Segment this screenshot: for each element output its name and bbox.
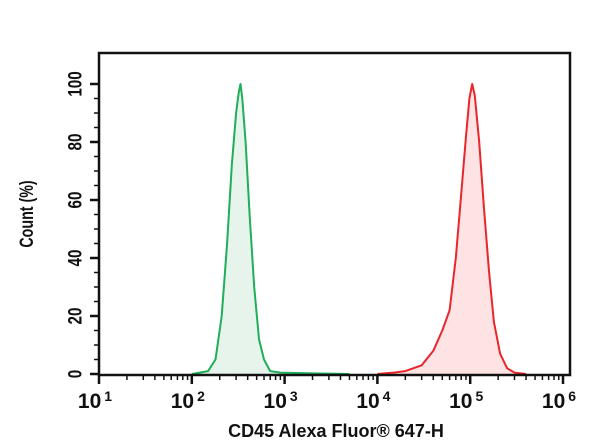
plot-frame [97, 51, 572, 377]
y-tick-label: 80 [64, 134, 86, 151]
y-tick-label: 40 [64, 250, 86, 267]
series-fill-0 [191, 84, 350, 374]
series-line-1 [377, 83, 527, 375]
x-tick-label: 10 2 [171, 388, 205, 413]
x-tick-label: 10 4 [356, 388, 390, 413]
series-fills [191, 84, 527, 374]
y-tick-label: 60 [64, 192, 86, 209]
x-axis-label: CD45 Alexa Fluor® 647-H [228, 421, 444, 441]
x-axis-ticks: 10 1 10 2 10 3 10 4 10 5 10 6 [78, 375, 576, 413]
y-tick-label: 100 [64, 71, 86, 96]
y-axis-label: Count (%) [16, 180, 37, 247]
series-fill-1 [377, 84, 527, 374]
y-tick-label: 20 [64, 308, 86, 325]
y-axis-ticks: 0 20 40 60 80 100 [64, 71, 99, 378]
series-line-0 [191, 83, 350, 375]
x-tick-label: 10 6 [542, 388, 576, 413]
x-tick-label: 10 5 [449, 388, 483, 413]
x-tick-label: 10 3 [264, 388, 298, 413]
y-tick-label: 0 [64, 370, 86, 378]
series-lines [191, 83, 527, 375]
x-tick-label: 10 1 [78, 388, 112, 413]
